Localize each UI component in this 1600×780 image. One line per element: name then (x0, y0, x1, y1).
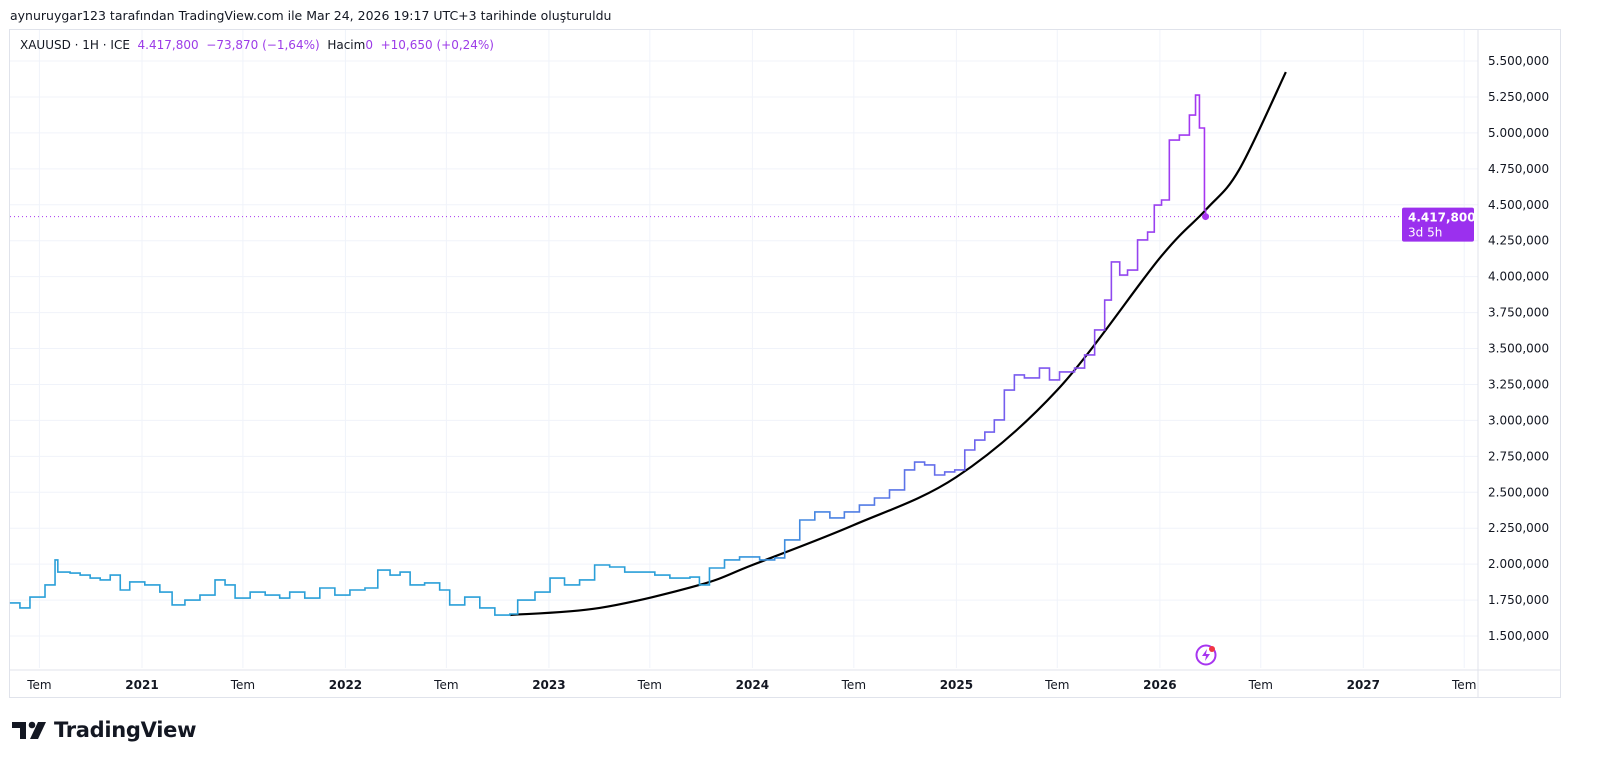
x-tick-label: 2025 (940, 678, 973, 692)
lightning-event-icon[interactable] (1195, 644, 1217, 666)
volume-value: 0 (365, 38, 373, 52)
y-tick-label: 4.250,000 (1488, 234, 1549, 248)
volume-change: +10,650 (+0,24%) (380, 38, 494, 52)
last-price: 4.417,800 (137, 38, 199, 52)
price-tag-countdown: 3d 5h (1408, 226, 1442, 240)
volume-label: Hacim (327, 38, 366, 52)
y-tick-label: 4.500,000 (1488, 198, 1549, 212)
y-tick-label: 4.000,000 (1488, 270, 1549, 284)
y-tick-label: 2.250,000 (1488, 521, 1549, 535)
x-tick-label: 2027 (1347, 678, 1380, 692)
price-tag-value: 4.417,800 (1408, 211, 1476, 225)
x-tick-label: 2024 (736, 678, 769, 692)
x-tick-label: 2021 (125, 678, 158, 692)
chart-frame (9, 29, 1561, 698)
y-tick-label: 1.500,000 (1488, 629, 1549, 643)
y-axis: 1.500,000 1.750,000 2.000,000 2.250,000 2.50… (1477, 30, 1549, 698)
last-price-dot (1202, 213, 1210, 221)
x-tick-label: Tem (1248, 678, 1273, 692)
x-tick-label: Tem (841, 678, 866, 692)
y-tick-label: 5.250,000 (1488, 90, 1549, 104)
y-tick-label: 3.500,000 (1488, 342, 1549, 356)
price-tag-box (1402, 207, 1474, 242)
x-tick-label: Tem (637, 678, 662, 692)
price-step-line (9, 94, 1207, 616)
chart-caption: aynuruygar123 tarafından TradingView.com… (10, 8, 612, 23)
tradingview-logo[interactable]: TradingView (12, 718, 196, 742)
x-tick-label: Tem (1044, 678, 1069, 692)
x-tick-label: 2023 (532, 678, 565, 692)
y-tick-label: 2.750,000 (1488, 449, 1549, 463)
y-tick-label: 3.750,000 (1488, 306, 1549, 320)
y-tick-label: 3.250,000 (1488, 377, 1549, 391)
y-tick-label: 1.750,000 (1488, 593, 1549, 607)
y-tick-label: 5.500,000 (1488, 54, 1549, 68)
x-axis: Tem 2021 Tem 2022 Tem 2023 Tem 2024 Tem 2025 Tem 20… (10, 669, 1560, 692)
x-tick-label: Tem (26, 678, 51, 692)
tradingview-logo-icon (12, 721, 46, 739)
price-change: −73,870 (−1,64%) (206, 38, 320, 52)
y-tick-label: 2.000,000 (1488, 557, 1549, 571)
symbol-legend: XAUUSD · 1H · ICE 4.417,800 −73,870 (−1,… (20, 38, 494, 52)
y-tick-label: 4.750,000 (1488, 162, 1549, 176)
y-tick-label: 5.000,000 (1488, 126, 1549, 140)
x-tick-label: Tem (433, 678, 458, 692)
x-tick-label: Tem (1451, 678, 1476, 692)
x-tick-label: 2022 (329, 678, 362, 692)
symbol-label[interactable]: XAUUSD · 1H · ICE (20, 38, 130, 52)
x-tick-label: 2026 (1143, 678, 1176, 692)
y-tick-label: 2.500,000 (1488, 485, 1549, 499)
x-tick-label: Tem (230, 678, 255, 692)
trend-curve (509, 71, 1287, 617)
grid (10, 30, 1478, 668)
brand-name: TradingView (54, 718, 197, 742)
y-tick-label: 3.000,000 (1488, 413, 1549, 427)
series (9, 71, 1478, 617)
